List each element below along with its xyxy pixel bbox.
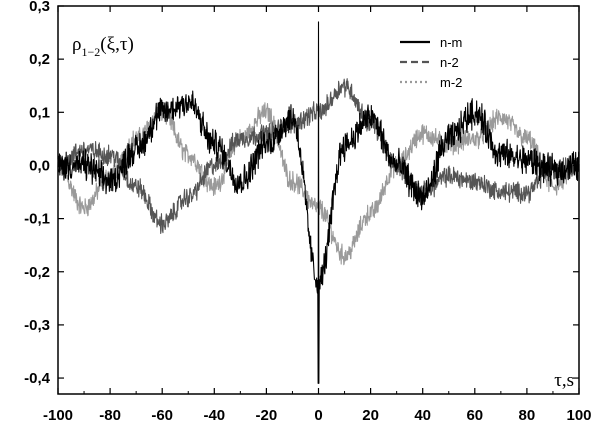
chart-title-main: ρ bbox=[72, 34, 81, 55]
y-tick-label: -0,3 bbox=[24, 317, 50, 334]
legend-label-m-2: m-2 bbox=[440, 75, 462, 90]
series-layer bbox=[57, 21, 580, 384]
series-line-n-m bbox=[57, 21, 580, 384]
x-tick-label: 100 bbox=[566, 407, 591, 424]
chart-title: ρ1−2(ξ,τ) bbox=[72, 34, 134, 59]
y-tick-label: -0,1 bbox=[24, 211, 50, 228]
x-tick-label: -100 bbox=[43, 407, 73, 424]
x-axis-label: τ,s bbox=[554, 370, 574, 391]
x-tick-label: 80 bbox=[519, 407, 536, 424]
legend: n-m n-2 m-2 bbox=[400, 35, 462, 90]
y-tick-label: 0,0 bbox=[29, 157, 50, 174]
y-tick-label: 0,2 bbox=[29, 51, 50, 68]
x-tick-labels: -100 -80 -60 -40 -20 0 20 40 60 80 100 bbox=[43, 407, 592, 424]
ticks-layer bbox=[57, 5, 580, 394]
legend-label-n-m: n-m bbox=[440, 35, 462, 50]
x-tick-label: -60 bbox=[151, 407, 173, 424]
x-tick-label: -20 bbox=[256, 407, 278, 424]
x-tick-label: 40 bbox=[414, 407, 431, 424]
x-tick-label: 0 bbox=[314, 407, 322, 424]
chart-title-subscript: 1−2 bbox=[81, 45, 100, 59]
y-tick-label: -0,2 bbox=[24, 264, 50, 281]
chart-title-args: (ξ,τ) bbox=[100, 34, 134, 55]
y-tick-label: 0,1 bbox=[29, 104, 50, 121]
y-tick-labels: 0,3 0,2 0,1 0,0 -0,1 -0,2 -0,3 -0,4 bbox=[24, 0, 51, 387]
legend-label-n-2: n-2 bbox=[440, 55, 459, 70]
x-tick-label: 60 bbox=[466, 407, 483, 424]
x-tick-label: -40 bbox=[203, 407, 225, 424]
y-tick-label: -0,4 bbox=[24, 370, 51, 387]
y-tick-label: 0,3 bbox=[29, 0, 50, 15]
x-tick-label: 20 bbox=[362, 407, 379, 424]
x-tick-label: -80 bbox=[99, 407, 121, 424]
